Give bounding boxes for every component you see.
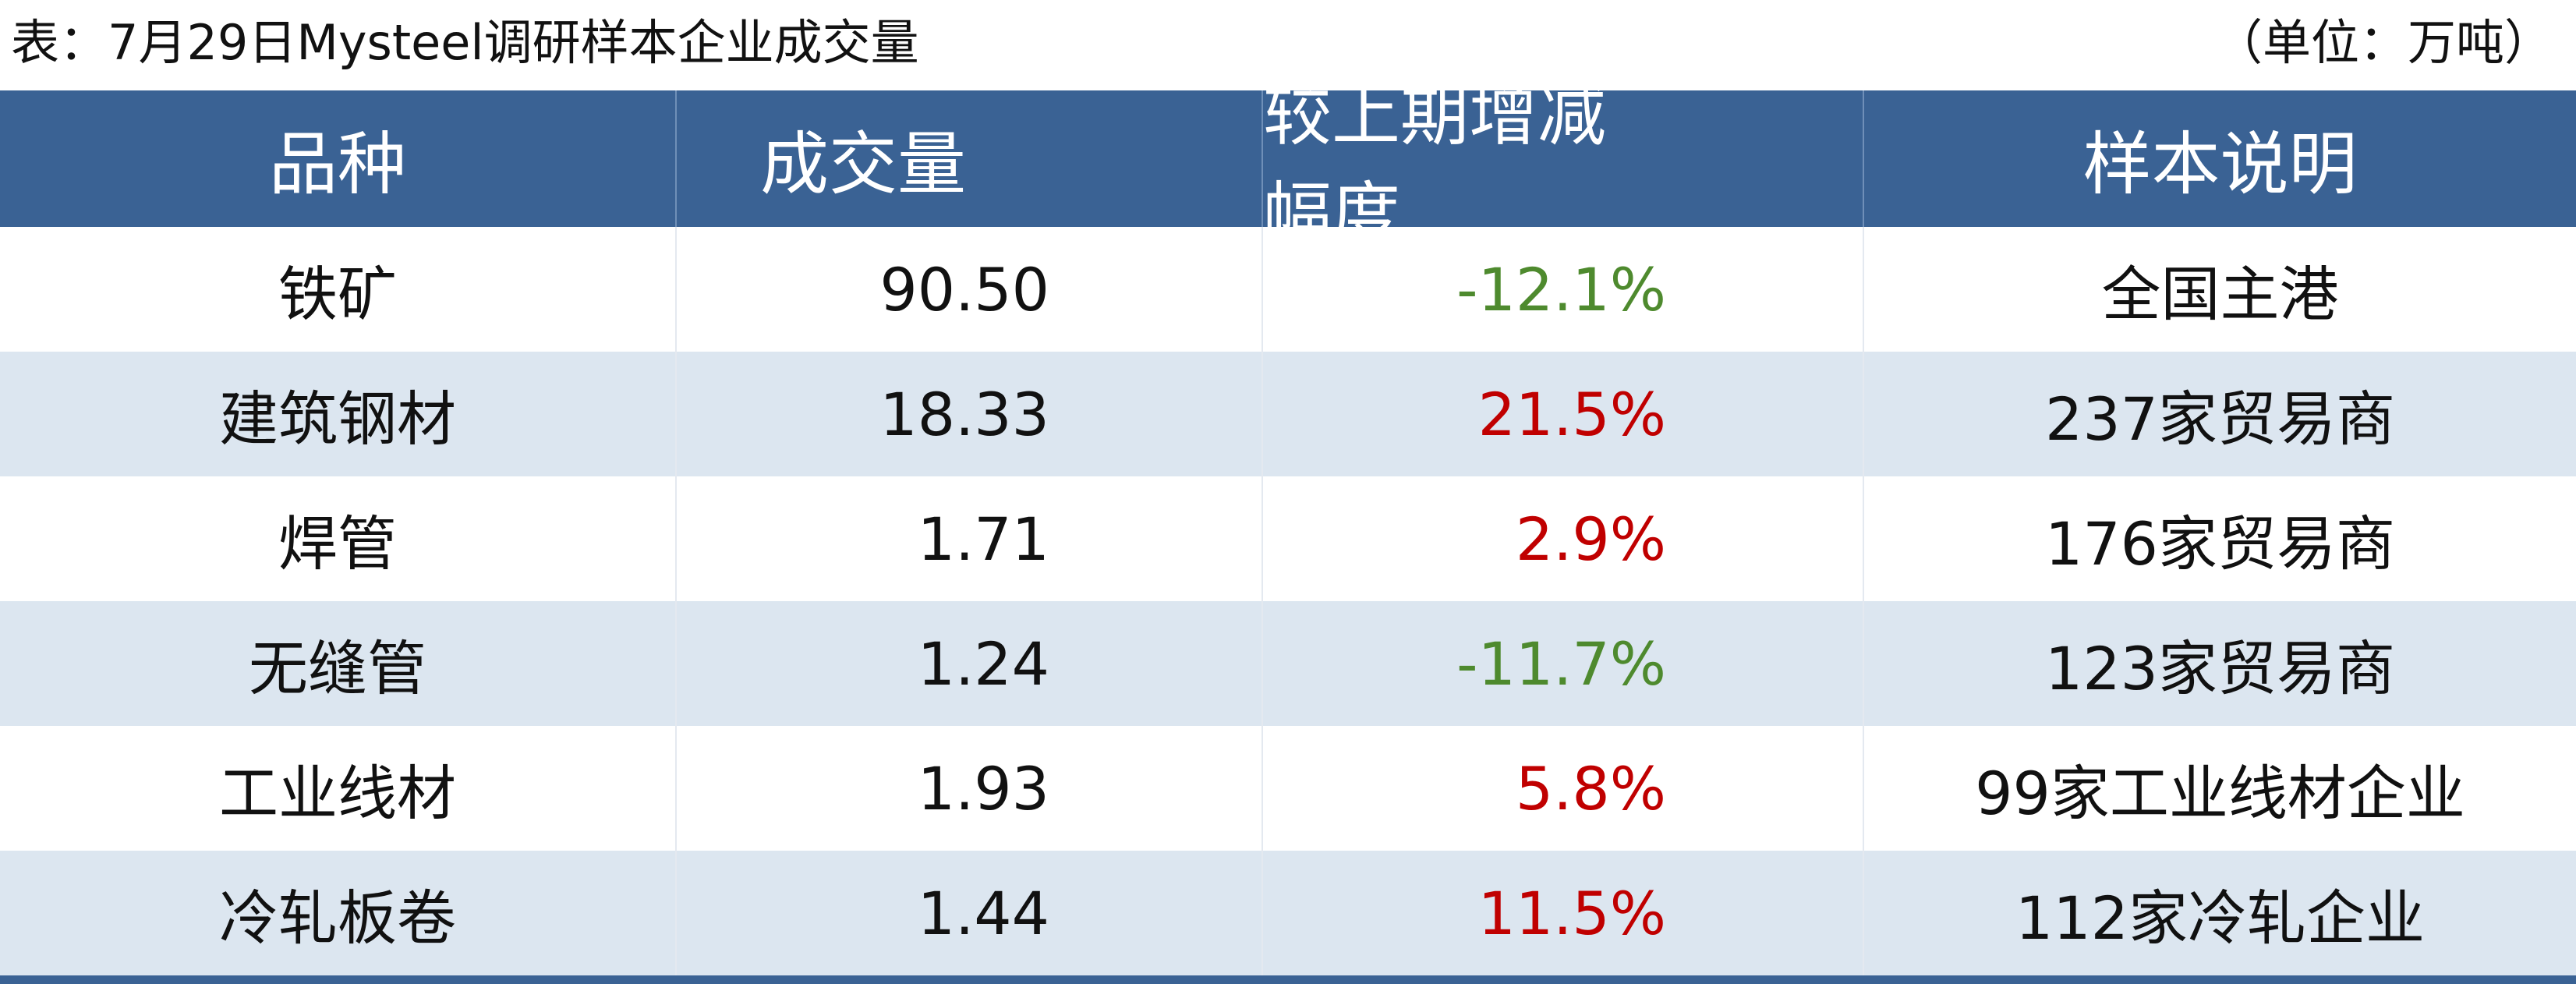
table-row: 建筑钢材 18.33 21.5% 237家贸易商	[0, 352, 2576, 476]
table-cell: 90.50	[677, 227, 1263, 352]
table-row: 焊管 1.71 2.9% 176家贸易商	[0, 476, 2576, 601]
table-cell: 1.44	[677, 851, 1263, 975]
table-cell: -12.1%	[1263, 227, 1864, 352]
table-cell: 全国主港	[2101, 260, 2339, 329]
table-cell: 铁矿	[0, 227, 677, 352]
header-cell: 成交量	[677, 90, 1263, 227]
table-bottom-border	[0, 975, 2576, 984]
table-cell: 建筑钢材	[0, 352, 677, 476]
table-cell: 5.8%	[1263, 726, 1864, 851]
title: 表：7月29日Mysteel调研样本企业成交量	[11, 14, 919, 71]
table-cell: 237家贸易商	[2044, 384, 2396, 454]
table-cell: 2.9%	[1263, 476, 1864, 601]
table-cell: 21.5%	[1263, 352, 1864, 476]
table-cell: 冷轧板卷	[0, 851, 677, 975]
table: 品种 成交量 较上期增减幅度 样本说明铁矿 90.50 -12.1% 全国主港建筑钢材 18.…	[0, 75, 2576, 975]
table-cell: 无缝管	[0, 601, 677, 726]
unit: （单位：万吨）	[2213, 14, 2553, 71]
table-cell: 工业线材	[0, 726, 677, 851]
table-row: 工业线材 1.93 5.8% 99家工业线材企业	[0, 726, 2576, 851]
table-cell: 11.5%	[1263, 851, 1864, 975]
table-cell: 焊管	[0, 476, 677, 601]
header-row: 品种 成交量 较上期增减幅度 样本说明	[0, 75, 2576, 254]
table-cell: 123家贸易商	[2044, 634, 2396, 703]
header-cell: 较上期增减幅度	[1263, 75, 1864, 254]
table-cell: -11.7%	[1263, 601, 1864, 726]
table-cell: 1.71	[677, 476, 1263, 601]
table-cell: 176家贸易商	[2044, 509, 2396, 579]
header-cell: 品种	[0, 90, 677, 227]
table-cell: 1.24	[677, 601, 1263, 726]
header-cell: 样本说明	[2082, 124, 2358, 204]
table-row: 冷轧板卷 1.44 11.5% 112家冷轧企业	[0, 851, 2576, 975]
table-cell: 1.93	[677, 726, 1263, 851]
table-row: 铁矿 90.50 -12.1% 全国主港	[0, 227, 2576, 352]
table-cell: 18.33	[677, 352, 1263, 476]
table-cell: 112家冷轧企业	[2015, 883, 2426, 953]
table-row: 无缝管 1.24 -11.7% 123家贸易商	[0, 601, 2576, 726]
table-cell: 99家工业线材企业	[1975, 759, 2465, 828]
